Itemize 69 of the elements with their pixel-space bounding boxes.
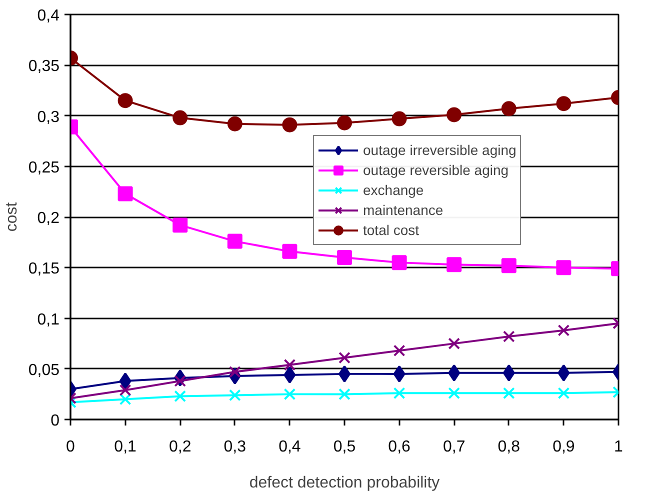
point <box>392 255 407 270</box>
point <box>558 364 570 382</box>
x-tick-label: 0,5 <box>333 438 356 456</box>
point <box>502 387 515 400</box>
point <box>284 358 296 371</box>
point <box>558 387 570 400</box>
x-tick-label: 1 <box>614 438 624 456</box>
point <box>556 96 572 112</box>
point <box>172 110 188 126</box>
point <box>392 111 407 126</box>
point <box>502 330 515 342</box>
point <box>174 390 186 402</box>
point <box>337 115 352 130</box>
point <box>393 344 406 357</box>
point <box>501 258 516 274</box>
point <box>282 117 298 132</box>
point <box>227 116 242 132</box>
point <box>446 257 462 272</box>
x-tick-label: 0,4 <box>278 438 301 456</box>
point <box>228 389 241 402</box>
point <box>118 186 133 202</box>
y-axis-title: cost <box>3 202 20 232</box>
y-tick-label: 0 <box>50 412 60 430</box>
point <box>284 366 296 384</box>
point <box>448 364 460 382</box>
x-tick-label: 0 <box>66 438 76 456</box>
y-tick-label: 0,35 <box>28 58 60 76</box>
y-tick-label: 0,15 <box>28 260 60 278</box>
legend-label: total cost <box>363 222 420 238</box>
y-tick-label: 0,2 <box>37 210 60 227</box>
point <box>228 366 241 378</box>
legend-label: maintenance <box>363 202 444 218</box>
point <box>338 388 350 400</box>
x-tick-label: 0,2 <box>168 438 192 456</box>
x-axis-title: defect detection probability <box>249 474 440 492</box>
point <box>558 324 570 336</box>
x-tick-label: 0,9 <box>552 438 575 456</box>
point <box>448 338 460 350</box>
point <box>227 234 242 249</box>
y-tick-label: 0,1 <box>37 311 60 328</box>
point <box>501 101 516 116</box>
point <box>393 387 406 400</box>
y-tick-label: 0,25 <box>28 159 60 176</box>
x-tick-label: 0,1 <box>114 438 137 456</box>
point <box>393 365 406 382</box>
legend-label: exchange <box>363 182 424 198</box>
point <box>174 375 186 387</box>
y-tick-label: 0,4 <box>37 8 60 24</box>
y-tick-label: 0,05 <box>28 362 60 379</box>
x-tick-label: 0,7 <box>442 438 466 456</box>
point <box>502 364 515 382</box>
point <box>119 384 132 396</box>
point <box>282 244 298 259</box>
x-tick-label: 0,6 <box>388 438 411 456</box>
point <box>119 372 132 390</box>
y-tick-label: 0,3 <box>37 108 60 126</box>
point <box>337 250 352 265</box>
point <box>119 393 132 406</box>
point <box>446 107 462 122</box>
x-tick-label: 0,3 <box>224 438 246 456</box>
point <box>556 260 572 276</box>
point <box>118 93 133 108</box>
point <box>172 218 188 233</box>
point <box>448 387 460 400</box>
point <box>338 352 350 364</box>
point <box>284 388 296 400</box>
legend-label: outage reversible aging <box>363 162 509 178</box>
x-tick-label: 0,8 <box>498 438 520 456</box>
legend-label: outage irreversible aging <box>363 142 516 158</box>
